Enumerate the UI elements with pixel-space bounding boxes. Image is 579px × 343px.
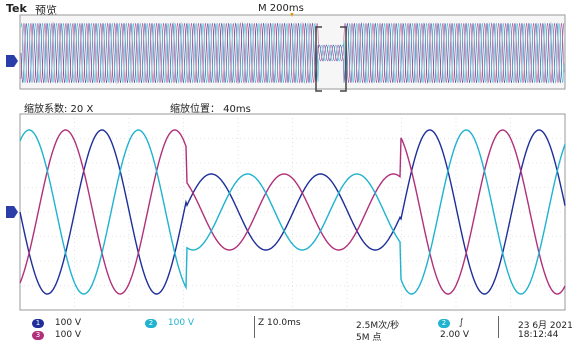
zoom-waveform — [6, 113, 566, 311]
zoom-trace — [19, 129, 566, 295]
zoom-trace — [19, 129, 566, 295]
channel-3-scale: 100 V — [54, 330, 82, 340]
trigger-level-readout: 2.00 V — [440, 330, 470, 340]
trigger-position-readout: M 200ms — [258, 3, 304, 14]
divider — [498, 316, 499, 338]
date-readout: 23 6月 2021 — [518, 321, 573, 331]
ground-level-marker-icon[interactable] — [6, 55, 18, 67]
channel-2-badge: 2 — [145, 319, 157, 328]
record-length-readout: 5M 点 — [356, 333, 382, 343]
trigger-status[interactable]: 2 ∫ — [438, 318, 464, 328]
zoom-bracket-right — [340, 26, 347, 92]
channel-3-status[interactable]: 3 100 V — [32, 330, 81, 340]
ground-level-marker-icon[interactable] — [6, 206, 18, 218]
zoom-bracket-left — [315, 26, 322, 92]
overview-trace — [20, 22, 565, 84]
trigger-marker-icon — [290, 13, 294, 17]
channel-3-badge: 3 — [32, 331, 44, 340]
time-readout: 18:12:44 — [518, 330, 559, 340]
zoom-factor-label: 缩放系数: 20 X — [24, 104, 94, 115]
trigger-source-badge: 2 — [438, 319, 450, 328]
trigger-slope-icon: ∫ — [458, 318, 464, 328]
channel-1-scale: 100 V — [54, 318, 82, 328]
channel-2-scale: 100 V — [167, 318, 195, 328]
channel-1-status[interactable]: 1 100 V — [32, 318, 81, 328]
zoom-trace — [19, 129, 566, 295]
acquisition-mode: 预览 — [35, 4, 57, 17]
zoom-position-label: 缩放位置： 40ms — [170, 104, 251, 115]
divider — [254, 316, 255, 338]
timebase-readout[interactable]: Z 10.0ms — [258, 318, 301, 328]
sample-rate-readout: 2.5M次/秒 — [356, 321, 400, 331]
channel-2-status[interactable]: 2 100 V — [145, 318, 194, 328]
overview-trace — [20, 22, 565, 84]
overview-trace — [20, 22, 565, 84]
brand-logo: Tek — [6, 2, 27, 15]
channel-1-badge: 1 — [32, 319, 44, 328]
overview-waveform — [6, 13, 566, 92]
